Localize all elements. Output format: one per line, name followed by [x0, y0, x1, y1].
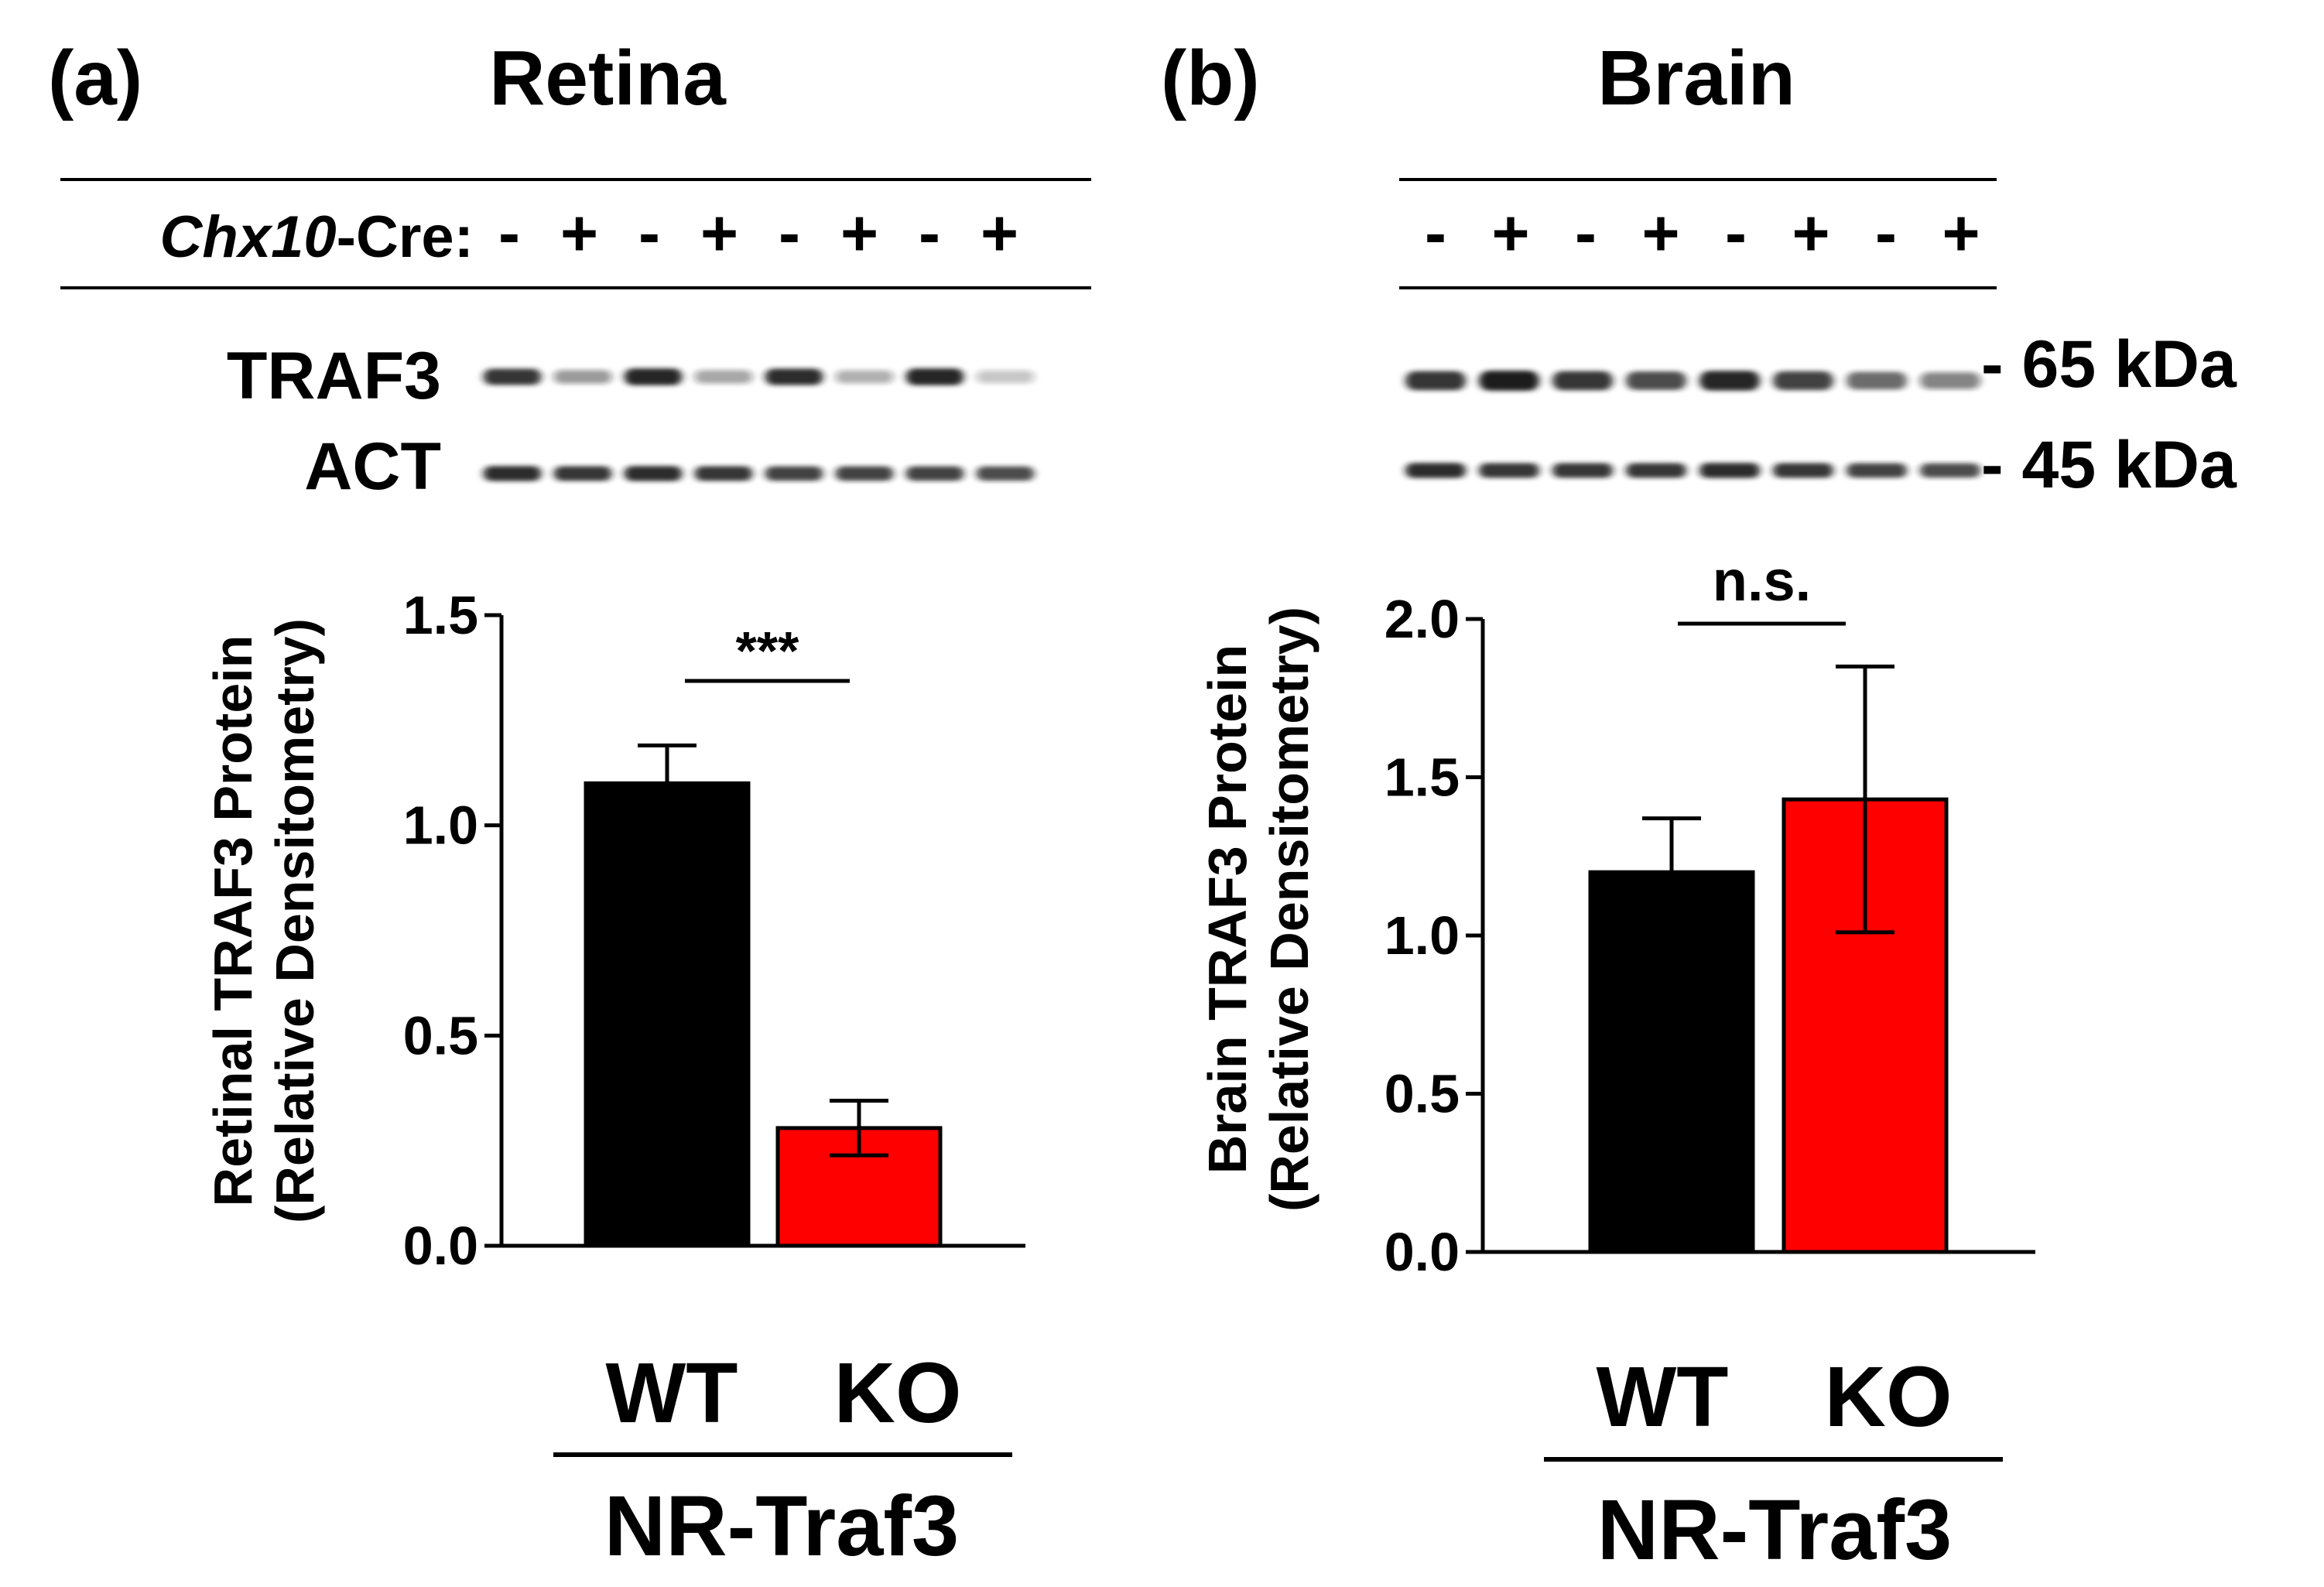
- blot-b-act-band-6: [1773, 463, 1833, 478]
- mw-marker-65: - 65 kDa: [1981, 327, 2237, 402]
- chart-b-cat-ko: KO: [1825, 1349, 1953, 1445]
- blot-b-act-band-1: [1405, 463, 1466, 478]
- chart-a-y-tick-label-3: 1.5: [403, 585, 478, 645]
- blot-row-label-traf3: TRAF3: [227, 339, 441, 413]
- panel-b-western-blot: [1405, 371, 1980, 478]
- panel-a-label: (a): [48, 35, 142, 121]
- panel-a-western-blot: [483, 368, 1035, 481]
- blot-a-traf3-band-1: [483, 368, 542, 385]
- blot-b-traf3-band-8: [1920, 372, 1980, 389]
- blot-row-label-act: ACT: [304, 429, 441, 504]
- panel-a-lane-8: +: [981, 197, 1018, 269]
- panel-a-title: Retina: [489, 35, 727, 121]
- blot-b-traf3-band-2: [1479, 371, 1539, 391]
- chart-a-plot: 0.0 0.5 1.0 1.5 ***: [403, 585, 1025, 1276]
- panel-a-lane-6: +: [840, 197, 878, 269]
- blot-a-act-band-3: [624, 466, 683, 481]
- chart-a: Retinal TRAF3 Protein (Relative Densitom…: [203, 585, 1025, 1574]
- blot-b-traf3-band-5: [1699, 371, 1760, 391]
- blot-b-traf3-band-6: [1773, 371, 1833, 391]
- blot-b-traf3-band-4: [1626, 371, 1686, 391]
- blot-a-traf3-band-7: [905, 368, 964, 385]
- blot-a-traf3-band-4: [694, 370, 753, 384]
- blot-b-act-band-7: [1847, 463, 1907, 478]
- chart-a-bar-wt: [584, 781, 751, 1248]
- chart-a-cat-ko: KO: [834, 1346, 962, 1441]
- blot-a-act-band-1: [483, 466, 542, 481]
- blot-b-traf3-band-3: [1552, 371, 1613, 391]
- chart-b-ylabel: Brain TRAF3 Protein: [1197, 645, 1258, 1175]
- chart-b-plot: 0.0 0.5 1.0 1.5 2.0 n.s.: [1384, 549, 2035, 1282]
- panel-b-lane-5: -: [1725, 197, 1747, 269]
- blot-b-traf3-band-7: [1847, 371, 1907, 390]
- blot-b-act-band-3: [1552, 463, 1613, 478]
- panel-b-lane-4: +: [1641, 197, 1679, 269]
- chart-b-y-tick-label-2: 1.0: [1384, 905, 1460, 966]
- panel-b-lane-3: -: [1575, 197, 1597, 269]
- chart-b-y-tick-label-0: 0.0: [1384, 1222, 1460, 1282]
- blot-a-act-band-5: [765, 466, 823, 481]
- blot-b-act-band-4: [1626, 463, 1686, 478]
- blot-a-traf3-band-5: [765, 368, 823, 385]
- panel-b-lane-2: +: [1491, 197, 1529, 269]
- chart-b: Brain TRAF3 Protein (Relative Densitomet…: [1197, 549, 2035, 1578]
- chart-a-y-tick-label-0: 0.0: [403, 1216, 478, 1276]
- panel-b-label: (b): [1161, 35, 1260, 121]
- panel-b-lane-7: -: [1875, 197, 1897, 269]
- chart-a-significance-label: ***: [736, 621, 799, 681]
- panel-a-lane-1: -: [498, 197, 520, 269]
- blot-b-traf3-band-1: [1405, 371, 1466, 391]
- chart-b-y-tick-label-3: 1.5: [1384, 747, 1460, 808]
- blot-a-act-band-8: [976, 466, 1035, 481]
- chart-b-significance-label: n.s.: [1713, 549, 1811, 613]
- panel-a-lane-3: -: [638, 197, 660, 269]
- panel-a-lane-4: +: [700, 197, 738, 269]
- chart-b-bar-wt: [1588, 870, 1755, 1254]
- panel-b-lane-8: +: [1942, 197, 1980, 269]
- cre-label-rest: -Cre:: [337, 204, 474, 270]
- mw-marker-45: - 45 kDa: [1981, 428, 2237, 502]
- blot-b-act-band-2: [1479, 463, 1539, 478]
- chart-b-cat-wt: WT: [1596, 1349, 1728, 1445]
- blot-a-act-band-6: [835, 466, 894, 481]
- panel-a-lane-2: +: [560, 197, 598, 269]
- panel-a-lane-5: -: [779, 197, 800, 269]
- blot-a-act-band-7: [905, 466, 964, 481]
- blot-a-traf3-band-3: [624, 368, 683, 385]
- chart-b-group-label: NR-Traf3: [1597, 1483, 1952, 1578]
- blot-b-act-band-5: [1699, 463, 1760, 478]
- cre-label: Chx10-Cre:: [160, 204, 474, 270]
- chart-a-ylabel2: (Relative Densitometry): [265, 618, 325, 1223]
- panel-b-lane-1: -: [1425, 197, 1446, 269]
- panel-a-lane-7: -: [919, 197, 940, 269]
- blot-a-traf3-band-2: [553, 370, 612, 384]
- blot-a-act-band-2: [553, 466, 612, 481]
- chart-b-y-tick-label-1: 0.5: [1384, 1064, 1460, 1124]
- blot-b-act-band-8: [1920, 463, 1980, 478]
- chart-b-ylabel2: (Relative Densitometry): [1259, 607, 1319, 1212]
- chart-a-y-tick-label-2: 1.0: [403, 795, 478, 856]
- blot-a-act-band-4: [694, 466, 753, 481]
- chart-a-cat-wt: WT: [605, 1346, 738, 1441]
- chart-a-y-tick-label-1: 0.5: [403, 1005, 478, 1065]
- panel-b-lane-genotypes: - + - + - + - +: [1425, 197, 1980, 269]
- panel-b-lane-6: +: [1792, 197, 1829, 269]
- panel-b-title: Brain: [1597, 35, 1795, 121]
- chart-a-ylabel: Retinal TRAF3 Protein: [203, 635, 263, 1207]
- chart-a-group-label: NR-Traf3: [604, 1479, 959, 1574]
- panel-a-lane-genotypes: - + - + - + - +: [498, 197, 1018, 269]
- cre-label-italic: Chx10: [160, 204, 337, 270]
- blot-a-traf3-band-6: [835, 370, 894, 384]
- blot-a-traf3-band-8: [976, 370, 1035, 384]
- chart-b-y-tick-label-4: 2.0: [1384, 589, 1460, 649]
